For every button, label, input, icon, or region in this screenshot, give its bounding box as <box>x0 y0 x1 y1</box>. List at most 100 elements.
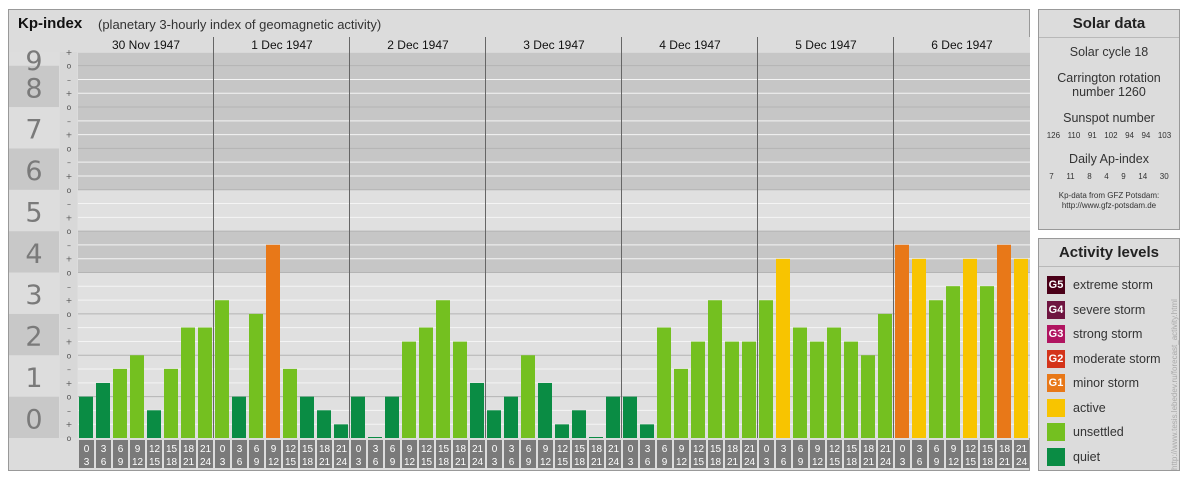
hour-label-end: 12 <box>268 457 280 468</box>
activity-level-label: extreme storm <box>1073 278 1153 292</box>
kp-bar <box>895 244 909 438</box>
hour-label-start: 3 <box>101 444 107 455</box>
sunspot-heading: Sunspot number <box>1063 111 1155 125</box>
hour-cell <box>470 440 485 468</box>
activity-level-item: G5 extreme storm <box>1047 275 1153 295</box>
y-minor-label: + <box>66 420 73 429</box>
hour-label-end: 3 <box>628 457 634 468</box>
ap-values: 7 11 8 4 9 14 30 <box>1039 172 1179 181</box>
hour-cell <box>113 440 128 468</box>
hour-cell <box>640 440 655 468</box>
kp-bar <box>385 396 399 438</box>
hour-label-start: 15 <box>438 444 450 455</box>
hour-cell <box>878 440 893 468</box>
hour-label-start: 3 <box>645 444 651 455</box>
credit-line1: Kp-data from GFZ Potsdam: <box>1058 191 1160 200</box>
hour-cell <box>674 440 689 468</box>
hour-label-end: 9 <box>662 457 668 468</box>
kp-bar <box>164 368 178 438</box>
y-minor-label: o <box>67 103 72 112</box>
credit-link[interactable]: http://www.gfz-potsdam.de <box>1061 201 1157 210</box>
hour-label-start: 21 <box>744 444 756 455</box>
kp-bar <box>453 341 467 438</box>
hour-label-end: 15 <box>149 457 161 468</box>
kp-bar <box>827 327 841 438</box>
activity-level-item: quiet <box>1047 447 1100 467</box>
y-minor-label: + <box>66 337 73 346</box>
kp-bar <box>79 396 93 438</box>
hour-label-end: 24 <box>336 457 348 468</box>
hour-label-end: 21 <box>591 457 603 468</box>
ap-value: 9 <box>1121 172 1126 181</box>
hour-label-end: 18 <box>166 457 178 468</box>
sunspot-value: 126 <box>1046 131 1061 140</box>
hour-label-start: 15 <box>166 444 178 455</box>
chart-subtitle: (planetary 3-hourly index of geomagnetic… <box>98 17 382 32</box>
hour-cell <box>147 440 162 468</box>
hour-label-start: 0 <box>764 444 770 455</box>
carrington-line1: Carrington rotation <box>1057 71 1161 85</box>
day-label: 4 Dec 1947 <box>659 38 721 52</box>
hour-cell <box>793 440 808 468</box>
activity-level-swatch: G4 <box>1047 300 1065 319</box>
hour-label-start: 18 <box>591 444 603 455</box>
hour-label-start: 21 <box>336 444 348 455</box>
hour-label-start: 9 <box>407 444 413 455</box>
y-minor-label: o <box>67 393 72 402</box>
kp-band <box>78 107 1030 149</box>
hour-label-start: 0 <box>492 444 498 455</box>
hour-label-start: 12 <box>149 444 161 455</box>
hour-label-end: 18 <box>574 457 586 468</box>
kp-bar <box>538 382 552 438</box>
ap-value: 7 <box>1049 172 1054 181</box>
y-axis-band <box>9 231 59 273</box>
hour-cell <box>827 440 842 468</box>
hour-cell <box>351 440 366 468</box>
y-minor-label: + <box>66 255 73 264</box>
hour-cell <box>283 440 298 468</box>
y-minor-label: – <box>67 365 71 374</box>
hour-label-end: 15 <box>285 457 297 468</box>
hour-cell <box>96 440 111 468</box>
hour-label-start: 3 <box>373 444 379 455</box>
hour-label-end: 15 <box>557 457 569 468</box>
hour-cell <box>436 440 451 468</box>
kp-bar <box>147 410 161 438</box>
y-minor-label: – <box>67 200 71 209</box>
hour-cell <box>997 440 1012 468</box>
hour-cell <box>776 440 791 468</box>
hour-label-end: 24 <box>472 457 484 468</box>
hour-label-end: 3 <box>492 457 498 468</box>
kp-bar <box>181 327 195 438</box>
y-minor-label: – <box>67 75 71 84</box>
y-tick-label: 8 <box>25 73 42 104</box>
y-tick-label: 1 <box>25 363 42 394</box>
kp-bar <box>317 410 331 438</box>
sunspot-values: 126 110 91 102 94 94 103 <box>1039 131 1179 140</box>
y-minor-label: o <box>67 269 72 278</box>
sunspot-value: 94 <box>1125 131 1134 140</box>
activity-level-swatch: G1 <box>1047 374 1065 392</box>
hour-label-start: 15 <box>982 444 994 455</box>
activity-level-swatch <box>1047 423 1065 441</box>
kp-bar <box>1014 258 1028 438</box>
hour-label-start: 9 <box>271 444 277 455</box>
chart-title: Kp-index <box>18 15 83 32</box>
hour-label-start: 6 <box>526 444 532 455</box>
hour-label-end: 15 <box>421 457 433 468</box>
kp-bar <box>742 341 756 438</box>
kp-bar <box>759 300 773 438</box>
y-minor-label: + <box>66 48 73 57</box>
hour-label-end: 24 <box>744 457 756 468</box>
hour-label-end: 9 <box>526 457 532 468</box>
day-label: 6 Dec 1947 <box>931 38 993 52</box>
hour-label-start: 12 <box>693 444 705 455</box>
day-label: 2 Dec 1947 <box>387 38 449 52</box>
kp-bar <box>844 341 858 438</box>
y-tick-label: 4 <box>25 239 42 270</box>
chart-title-bar: Kp-index (planetary 3-hourly index of ge… <box>8 9 1030 37</box>
y-tick-label: 3 <box>25 280 42 311</box>
y-tick-label: 9 <box>25 46 42 77</box>
activity-level-item: G1 minor storm <box>1047 373 1139 393</box>
kp-band <box>78 313 1030 356</box>
